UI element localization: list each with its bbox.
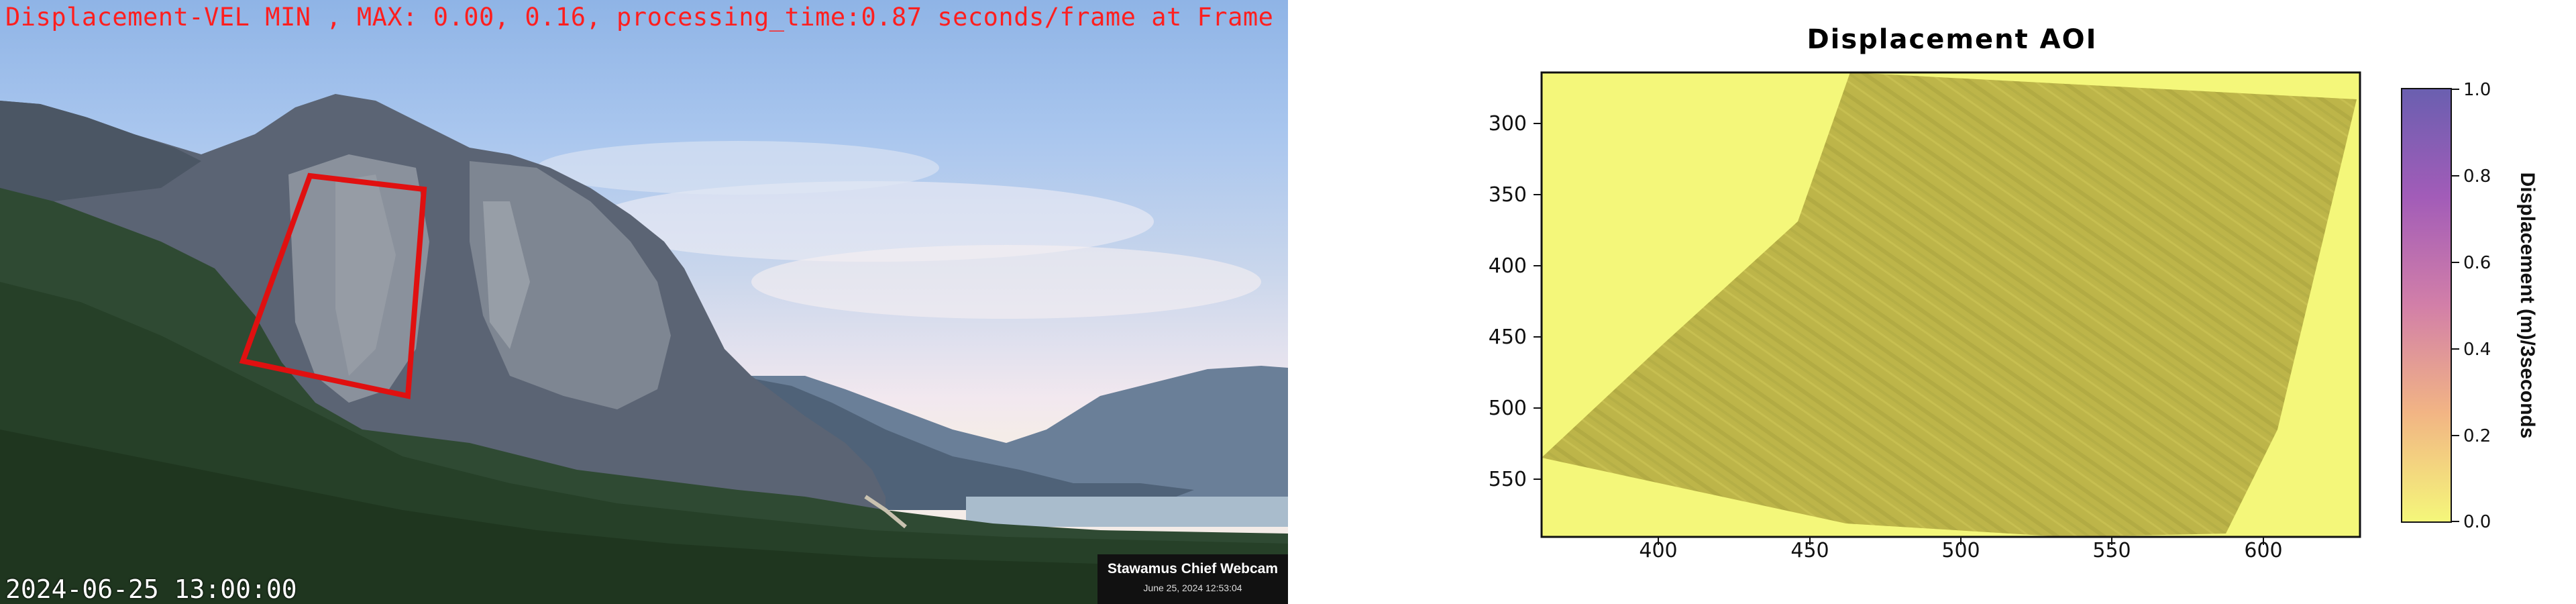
x-tick-label: 550	[2092, 539, 2131, 562]
colorbar-tick-label: 0.0	[2463, 512, 2491, 532]
colorbar-label: Displacement (m)/3seconds	[2516, 172, 2538, 439]
plot-frame	[1540, 71, 2361, 538]
x-tick-label: 500	[1941, 539, 1980, 562]
colorbar-gradient	[2401, 88, 2452, 523]
colorbar-tick-label: 0.8	[2463, 166, 2491, 187]
x-axis: 400 450 500 550 600	[1639, 537, 2283, 562]
webcam-badge-title: Stawamus Chief Webcam	[1107, 561, 1279, 576]
displacement-plot: Displacement AOI 300 350 400 450 500 550	[1288, 0, 2576, 604]
webcam-scene	[0, 94, 1288, 604]
colorbar-tick-label: 0.2	[2463, 426, 2491, 446]
aoi-displacement-region	[1542, 72, 2357, 537]
webcam-frame: Displacement-VEL MIN , MAX: 0.00, 0.16, …	[0, 0, 1288, 604]
y-tick-label: 400	[1489, 254, 1527, 278]
y-tick-label: 300	[1489, 112, 1527, 136]
y-tick-label: 450	[1489, 325, 1527, 349]
aoi-outline	[239, 172, 427, 399]
frame-timestamp: 2024-06-25 13:00:00	[5, 574, 297, 604]
plot-title: Displacement AOI	[1807, 24, 2097, 55]
webcam-badge: Stawamus Chief Webcam June 25, 2024 12:5…	[1097, 554, 1288, 604]
webcam-badge-date: June 25, 2024 12:53:04	[1143, 583, 1242, 593]
y-tick-label: 500	[1489, 397, 1527, 420]
y-axis: 300 350 400 450 500 550	[1489, 112, 1542, 491]
colorbar: 1.0 0.8 0.6 0.4 0.2 0.0 Displacement (m)…	[2401, 80, 2538, 532]
displacement-status-text: Displacement-VEL MIN , MAX: 0.00, 0.16, …	[5, 3, 1288, 32]
y-tick-label: 350	[1489, 183, 1527, 207]
y-tick-label: 550	[1489, 468, 1527, 491]
x-tick-label: 600	[2244, 539, 2282, 562]
colorbar-tick-label: 0.6	[2463, 253, 2491, 273]
x-tick-label: 400	[1639, 539, 1677, 562]
plot-canvas: Displacement AOI 300 350 400 450 500 550	[1489, 24, 2538, 562]
colorbar-tick-label: 1.0	[2463, 80, 2491, 100]
x-tick-label: 450	[1790, 539, 1829, 562]
colorbar-tick-label: 0.4	[2463, 340, 2491, 360]
